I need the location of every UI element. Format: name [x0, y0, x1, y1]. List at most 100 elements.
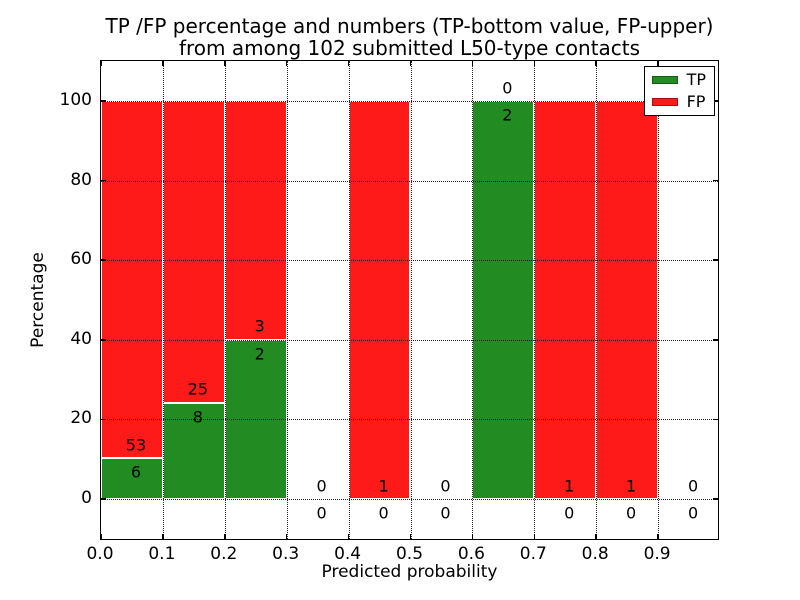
v-gridline — [348, 61, 350, 539]
bar-segment-fp — [534, 101, 597, 499]
bar-segment-fp — [596, 101, 659, 499]
x-tick-label: 0.2 — [210, 544, 238, 564]
legend-item-fp: FP — [651, 92, 706, 111]
bar-segment-tp — [472, 101, 535, 499]
v-gridline — [472, 61, 474, 539]
h-gridline — [101, 419, 718, 421]
x-tick-mark — [409, 61, 412, 66]
v-gridline — [162, 61, 164, 539]
h-gridline — [101, 101, 718, 102]
fp-count-label: 3 — [254, 316, 265, 336]
fp-count-label: 0 — [502, 78, 513, 97]
v-gridline — [410, 61, 412, 539]
fp-count-label: 0 — [316, 476, 327, 495]
tp-color-swatch — [651, 76, 678, 84]
h-gridline — [101, 499, 718, 500]
y-tick-mark — [713, 100, 718, 102]
x-tick-label: 0.1 — [148, 544, 176, 564]
x-tick-label: 0.4 — [334, 544, 362, 564]
y-tick-label: 80 — [70, 169, 92, 190]
x-tick-mark — [224, 61, 226, 66]
x-tick-mark — [471, 61, 474, 66]
x-tick-mark — [409, 534, 412, 539]
y-tick-mark — [101, 179, 106, 182]
chart-title: TP /FP percentage and numbers (TP-bottom… — [100, 15, 719, 59]
legend-item-tp: TP — [651, 70, 706, 89]
x-tick-mark — [533, 61, 536, 66]
fp-count-label: 1 — [626, 476, 637, 495]
x-tick-mark — [657, 534, 659, 539]
x-tick-mark — [285, 534, 288, 539]
legend-label-tp: TP — [686, 70, 706, 89]
tp-count-label: 2 — [502, 105, 513, 125]
x-tick-label: 0.9 — [643, 544, 671, 564]
h-gridline — [101, 180, 718, 182]
chart-title-line2: from among 102 submitted L50-type contac… — [178, 36, 641, 60]
y-tick-mark — [101, 100, 106, 102]
y-tick-mark — [101, 418, 106, 421]
fp-count-label: 1 — [378, 476, 389, 495]
y-tick-mark — [101, 498, 106, 500]
bar-segment-fp — [224, 101, 287, 340]
x-tick-mark — [595, 61, 597, 66]
fp-count-label: 1 — [564, 476, 575, 495]
fp-color-swatch — [651, 98, 678, 106]
x-tick-mark — [347, 61, 350, 66]
x-tick-label: 0.6 — [457, 544, 485, 564]
tp-count-label: 6 — [130, 462, 142, 482]
y-tick-label: 60 — [70, 249, 92, 270]
bar-segment-fp — [162, 101, 225, 403]
x-tick-label: 0.5 — [395, 544, 424, 564]
v-gridline — [596, 61, 598, 539]
bar-segment-fp — [348, 101, 411, 499]
legend: TP FP — [643, 66, 715, 116]
bar-segment-tp — [162, 402, 225, 499]
x-tick-label: 0.8 — [581, 544, 609, 564]
fp-count-label: 53 — [125, 435, 147, 455]
y-tick-mark — [101, 339, 106, 341]
v-gridline — [286, 61, 288, 539]
x-tick-mark — [224, 534, 226, 539]
y-tick-label: 40 — [70, 328, 92, 349]
x-tick-mark — [162, 61, 164, 66]
x-tick-mark — [595, 534, 597, 539]
x-tick-mark — [162, 534, 164, 539]
y-tick-mark — [713, 259, 718, 261]
chart-title-line1: TP /FP percentage and numbers (TP-bottom… — [105, 14, 714, 38]
x-axis-label: Predicted probability — [321, 562, 498, 582]
y-tick-label: 100 — [59, 90, 92, 110]
tp-count-label: 0 — [626, 503, 637, 523]
tp-count-label: 0 — [316, 503, 327, 523]
legend-label-fp: FP — [686, 92, 706, 111]
bar-segment-tp — [101, 458, 163, 499]
tp-count-label: 0 — [687, 503, 699, 523]
x-tick-label: 0.3 — [272, 544, 300, 564]
h-gridline — [101, 260, 718, 262]
y-tick-mark — [713, 418, 718, 421]
y-tick-mark — [101, 259, 106, 261]
x-tick-mark — [100, 534, 102, 539]
tp-count-label: 8 — [192, 407, 203, 427]
x-tick-mark — [533, 534, 536, 539]
y-tick-label: 20 — [70, 408, 92, 429]
x-tick-mark — [347, 534, 350, 539]
tp-count-label: 0 — [440, 503, 451, 523]
x-tick-label: 0.0 — [86, 544, 114, 564]
y-tick-mark — [713, 179, 718, 182]
fp-count-label: 0 — [687, 476, 699, 495]
bar-segment-fp — [101, 101, 163, 459]
x-tick-mark — [100, 61, 102, 66]
x-tick-label: 0.7 — [519, 544, 547, 564]
y-tick-mark — [713, 498, 718, 500]
v-gridline — [658, 61, 660, 539]
v-gridline — [534, 61, 536, 539]
y-tick-mark — [713, 339, 718, 341]
fp-count-label: 25 — [187, 379, 209, 399]
x-tick-mark — [285, 61, 288, 66]
plot-area: TP FP 53 6 25 8 3 2 0 0 1 0 0 0 0 2 1 0 1 0 0 0 — [100, 60, 719, 540]
tp-count-label: 0 — [378, 503, 389, 523]
y-tick-label: 0 — [81, 488, 92, 508]
x-tick-mark — [471, 534, 474, 539]
h-gridline — [101, 339, 718, 341]
